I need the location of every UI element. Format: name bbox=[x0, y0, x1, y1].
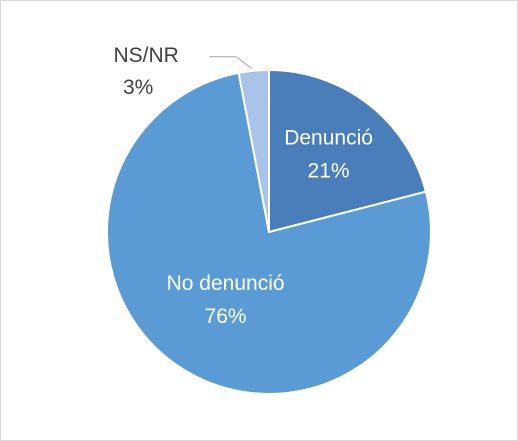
leader-line bbox=[209, 56, 253, 70]
pie-slice bbox=[268, 68, 428, 234]
pie-slice bbox=[106, 71, 432, 395]
pie-slice bbox=[237, 68, 270, 233]
slice-label: Denunció bbox=[284, 127, 373, 150]
slice-label: No denunció bbox=[167, 272, 285, 295]
slice-value-label: 21% bbox=[308, 160, 350, 183]
slice-value-label: 3% bbox=[123, 76, 153, 99]
slice-value-label: 76% bbox=[205, 305, 247, 328]
slice-label: NS/NR bbox=[113, 44, 178, 67]
